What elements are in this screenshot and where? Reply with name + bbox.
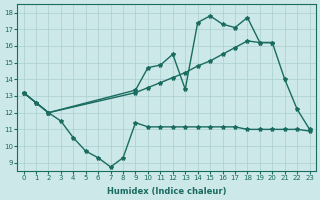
X-axis label: Humidex (Indice chaleur): Humidex (Indice chaleur) [107, 187, 226, 196]
